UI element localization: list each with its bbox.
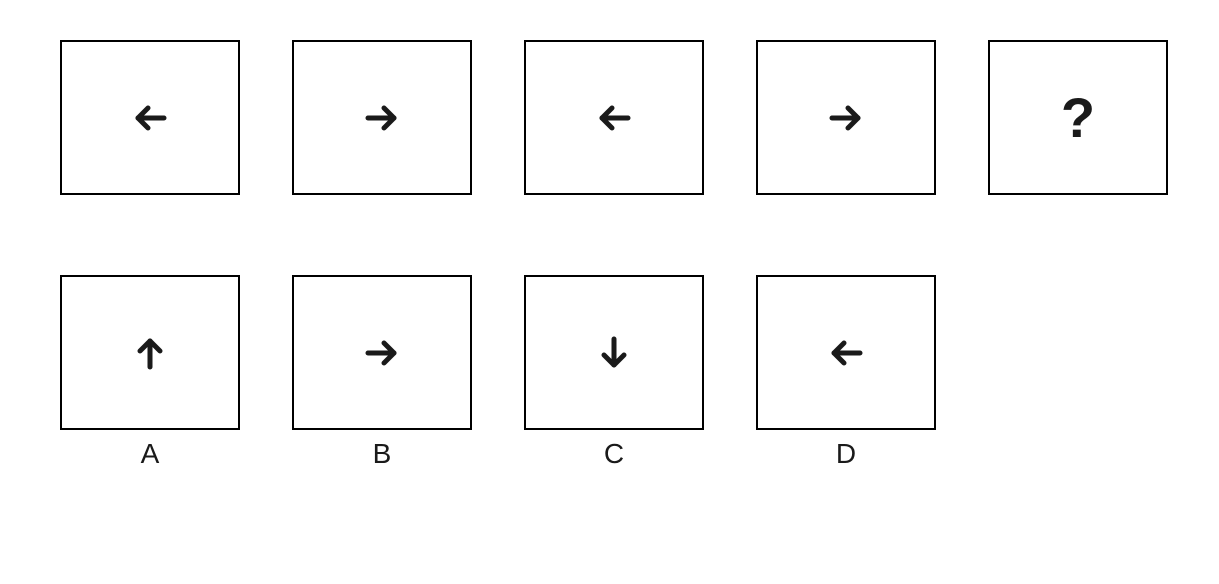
sequence-cell-wrapper: ? bbox=[988, 40, 1168, 195]
option-label: C bbox=[604, 438, 624, 470]
sequence-cell-wrapper bbox=[524, 40, 704, 195]
option-label: D bbox=[836, 438, 856, 470]
arrow-left-icon bbox=[826, 333, 866, 373]
sequence-cell bbox=[60, 40, 240, 195]
option-cell-wrapper: C bbox=[524, 275, 704, 470]
option-cell-wrapper: B bbox=[292, 275, 472, 470]
arrow-right-icon bbox=[362, 333, 402, 373]
option-cell[interactable] bbox=[756, 275, 936, 430]
arrow-left-icon bbox=[594, 98, 634, 138]
sequence-cell bbox=[292, 40, 472, 195]
arrow-right-icon bbox=[362, 98, 402, 138]
sequence-cell bbox=[524, 40, 704, 195]
question-mark: ? bbox=[1061, 85, 1095, 150]
arrow-down-icon bbox=[594, 333, 634, 373]
sequence-cell-wrapper bbox=[292, 40, 472, 195]
arrow-right-icon bbox=[826, 98, 866, 138]
option-cell[interactable] bbox=[524, 275, 704, 430]
option-label: A bbox=[141, 438, 160, 470]
arrow-up-icon bbox=[130, 333, 170, 373]
option-label: B bbox=[373, 438, 392, 470]
option-cell[interactable] bbox=[292, 275, 472, 430]
option-cell-wrapper: D bbox=[756, 275, 936, 470]
option-cell-wrapper: A bbox=[60, 275, 240, 470]
option-cell[interactable] bbox=[60, 275, 240, 430]
options-row: A B C D bbox=[60, 275, 1159, 470]
sequence-cell: ? bbox=[988, 40, 1168, 195]
arrow-left-icon bbox=[130, 98, 170, 138]
sequence-row: ? bbox=[60, 40, 1159, 195]
sequence-cell bbox=[756, 40, 936, 195]
sequence-cell-wrapper bbox=[60, 40, 240, 195]
sequence-cell-wrapper bbox=[756, 40, 936, 195]
